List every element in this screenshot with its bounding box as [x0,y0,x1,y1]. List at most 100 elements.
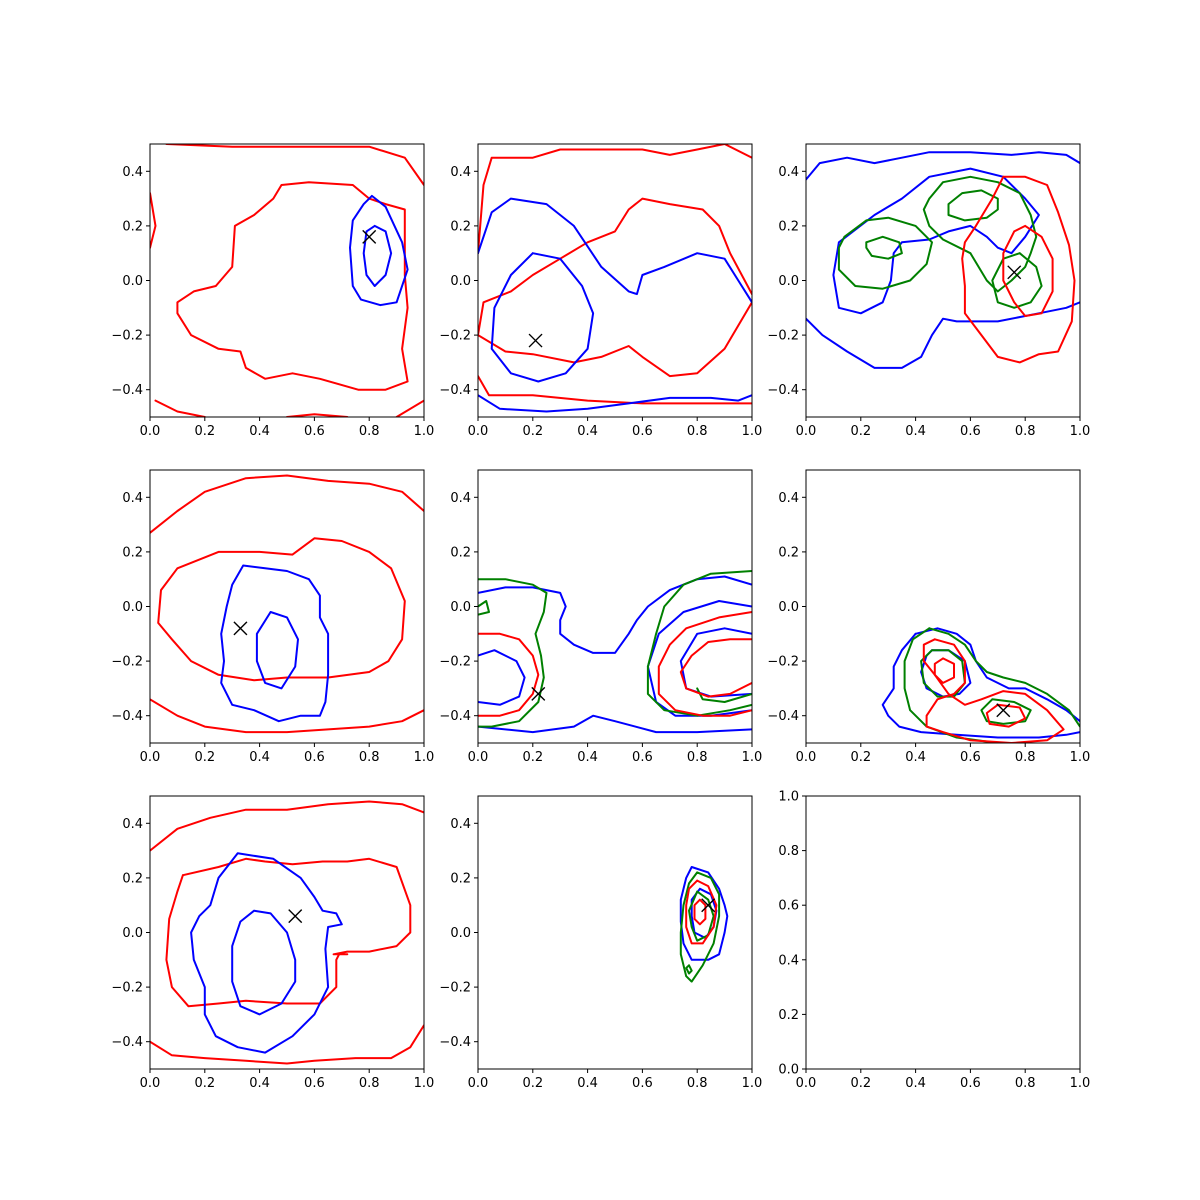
y-tick-label: −0.2 [439,329,471,344]
blue-contour-line [255,611,299,690]
y-tick-label: 0.2 [450,871,471,886]
x-tick-label: 0.4 [249,750,270,765]
x-tick-label: 0.6 [304,424,325,439]
y-tick-label: 0.2 [122,871,143,886]
x-tick-label: 0.6 [960,424,981,439]
y-tick-label: −0.2 [767,655,799,670]
y-tick-label: 0.8 [778,844,799,859]
y-tick-label: 0.2 [450,219,471,234]
blue-contour-line [220,564,330,723]
x-marker [288,909,303,924]
red-contour-line [985,703,1027,728]
blue-contour-line [914,627,1080,723]
red-contour-line [922,638,1065,743]
x-tick-label: 0.4 [577,424,598,439]
y-tick-label: 0.0 [778,274,799,289]
x-tick-label: 0.2 [194,750,215,765]
red-contour-line [150,192,157,249]
blue-contour-line [490,252,595,383]
x-tick-label: 0.4 [905,1076,926,1091]
y-tick-label: 0.2 [778,545,799,560]
x-tick-label: 0.0 [796,750,817,765]
green-contour-line [991,252,1043,309]
x-marker [531,686,546,701]
red-contour-line [176,181,409,391]
green-contour-line [865,235,903,260]
x-tick-label: 0.2 [850,424,871,439]
x-tick-label: 0.6 [304,1076,325,1091]
x-tick-label: 1.0 [1070,424,1091,439]
red-contour-line [478,632,540,717]
x-tick-label: 1.0 [414,424,435,439]
axes-frame [805,795,1081,1070]
x-tick-label: 0.6 [632,750,653,765]
subplot-5: 0.0 0.2 0.4 0.6 0.8 1.0 −0.4 −0.2 0.0 0.2 0.4 [439,469,762,765]
y-tick-label: 0.4 [778,165,799,180]
y-tick-label: −0.4 [439,383,471,398]
x-tick-label: 0.0 [796,424,817,439]
green-contour-line [928,627,1080,728]
red-contour-line [154,399,206,417]
x-tick-label: 0.2 [194,1076,215,1091]
contour-group [150,800,424,1065]
x-marker [701,898,716,913]
blue-contour-line [349,194,409,307]
y-tick-label: 0.0 [450,600,471,615]
x-tick-label: 0.2 [522,750,543,765]
x-tick-label: 0.0 [140,750,161,765]
y-tick-label: 0.6 [778,899,799,914]
blue-contour-line [478,394,752,413]
red-contour-line [395,399,424,417]
red-contour-line [693,898,707,926]
blue-contour-line [881,632,1080,739]
x-tick-label: 0.8 [687,424,708,439]
y-tick-label: 0.2 [122,545,143,560]
y-tick-label: −0.4 [111,383,143,398]
axes-frame [805,143,1081,418]
x-tick-label: 0.0 [796,1076,817,1091]
x-tick-label: 0.8 [1015,750,1036,765]
x-tick-label: 1.0 [742,424,763,439]
green-contour-line [688,890,715,942]
y-tick-label: −0.2 [439,655,471,670]
subplot-1: 0.0 0.2 0.4 0.6 0.8 1.0 −0.4 −0.2 0.0 0.2 0.4 [111,143,435,439]
x-tick-label: 0.6 [632,1076,653,1091]
x-tick-label: 0.0 [468,750,489,765]
x-tick-label: 1.0 [1070,750,1091,765]
x-tick-label: 1.0 [1070,1076,1091,1091]
blue-contour-line [190,852,343,1054]
red-contour-line [933,657,955,684]
y-tick-label: 0.4 [122,817,143,832]
x-marker [1007,265,1022,280]
red-contour-line [165,144,424,186]
y-tick-label: 0.0 [450,926,471,941]
x-marker [362,229,377,244]
y-tick-label: 0.2 [778,219,799,234]
subplot-3: 0.0 0.2 0.4 0.6 0.8 1.0 −0.4 −0.2 0.0 0.2 0.4 [767,143,1091,439]
blue-contour-line [478,649,526,706]
x-marker [996,703,1011,718]
blue-contour-line [362,224,393,287]
blue-contour-line [832,167,1040,315]
green-contour-line [837,216,933,290]
x-tick-label: 0.4 [577,750,598,765]
y-tick-label: 0.0 [778,600,799,615]
y-tick-label: 0.4 [778,491,799,506]
y-tick-label: −0.4 [439,1035,471,1050]
red-contour-line [150,474,424,534]
y-tick-label: −0.2 [111,655,143,670]
y-tick-label: 0.4 [778,953,799,968]
blue-contour-line [231,909,297,1016]
red-contour-line [1002,224,1054,317]
green-contour-line [947,189,999,222]
contour-group [150,144,424,417]
red-contour-line [961,175,1076,364]
contour-group [478,144,752,413]
subplot-4: 0.0 0.2 0.4 0.6 0.8 1.0 −0.4 −0.2 0.0 0.2 0.4 [111,469,434,765]
green-contour-line [980,698,1032,725]
subplot-7: 0.0 0.2 0.4 0.6 0.8 1.0 −0.4 −0.2 0.0 0.2 0.4 [111,795,434,1091]
red-contour-line [150,698,424,734]
y-tick-label: −0.4 [439,709,471,724]
y-tick-label: 0.0 [122,600,143,615]
